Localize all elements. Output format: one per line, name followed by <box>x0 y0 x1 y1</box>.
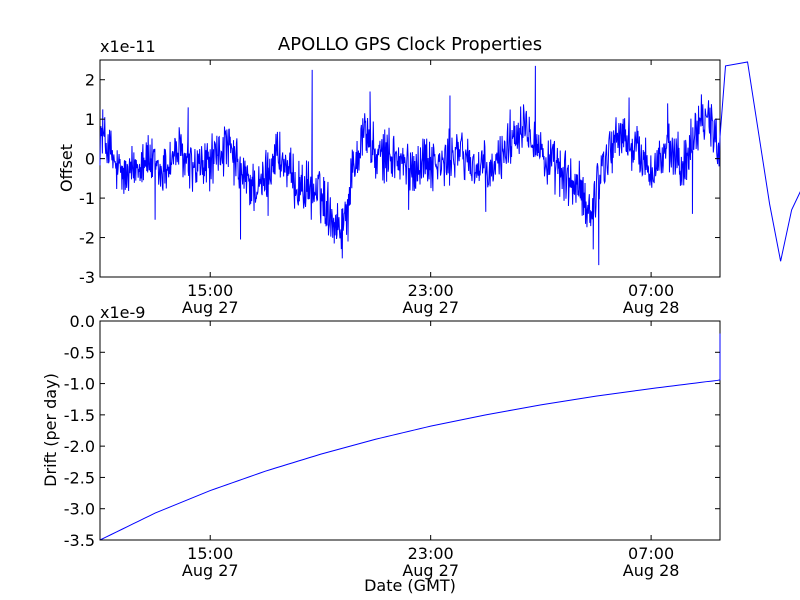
offset-series-line <box>99 61 800 266</box>
y-tick-label: -3 <box>79 268 95 287</box>
drift-chart: -3.5-3.0-2.5-2.0-1.5-1.0-0.50.015:00Aug … <box>41 303 721 595</box>
y-tick-label: -3.5 <box>64 531 95 550</box>
x-tick-time-label: 23:00 <box>408 281 454 300</box>
y-tick-label: -2.5 <box>64 468 95 487</box>
x-tick-date-label: Aug 28 <box>623 561 680 580</box>
drift-series-line <box>99 333 721 541</box>
y-tick-label: -1 <box>79 189 95 208</box>
y-tick-label: -1.5 <box>64 406 95 425</box>
x-tick-time-label: 15:00 <box>187 544 233 563</box>
drift-plot-frame <box>99 320 721 541</box>
y-tick-label: -2.0 <box>64 437 95 456</box>
x-tick-date-label: Aug 27 <box>402 298 459 317</box>
x-tick-time-label: 23:00 <box>408 544 454 563</box>
y-tick-label: -2 <box>79 229 95 248</box>
drift-y-axis-label: Drift (per day) <box>41 373 60 487</box>
x-tick-date-label: Aug 27 <box>402 561 459 580</box>
x-tick-time-label: 07:00 <box>628 281 674 300</box>
y-tick-label: 1 <box>85 110 95 129</box>
chart-title: APOLLO GPS Clock Properties <box>278 34 542 55</box>
x-tick-date-label: Aug 28 <box>623 298 680 317</box>
x-tick-time-label: 07:00 <box>628 544 674 563</box>
y-tick-label: -3.0 <box>64 500 95 519</box>
offset-y-axis-label: Offset <box>57 144 76 192</box>
offset-multiplier: x1e-11 <box>100 37 156 56</box>
x-tick-date-label: Aug 27 <box>182 298 239 317</box>
drift-x-axis-label: Date (GMT) <box>364 576 456 595</box>
x-tick-date-label: Aug 27 <box>182 561 239 580</box>
y-tick-label: 0 <box>85 150 95 169</box>
drift-multiplier: x1e-9 <box>100 303 145 322</box>
y-tick-label: -0.5 <box>64 343 95 362</box>
y-tick-label: 0.0 <box>70 312 95 331</box>
x-tick-time-label: 15:00 <box>187 281 233 300</box>
y-tick-label: 2 <box>85 71 95 90</box>
y-tick-label: -1.0 <box>64 375 95 394</box>
